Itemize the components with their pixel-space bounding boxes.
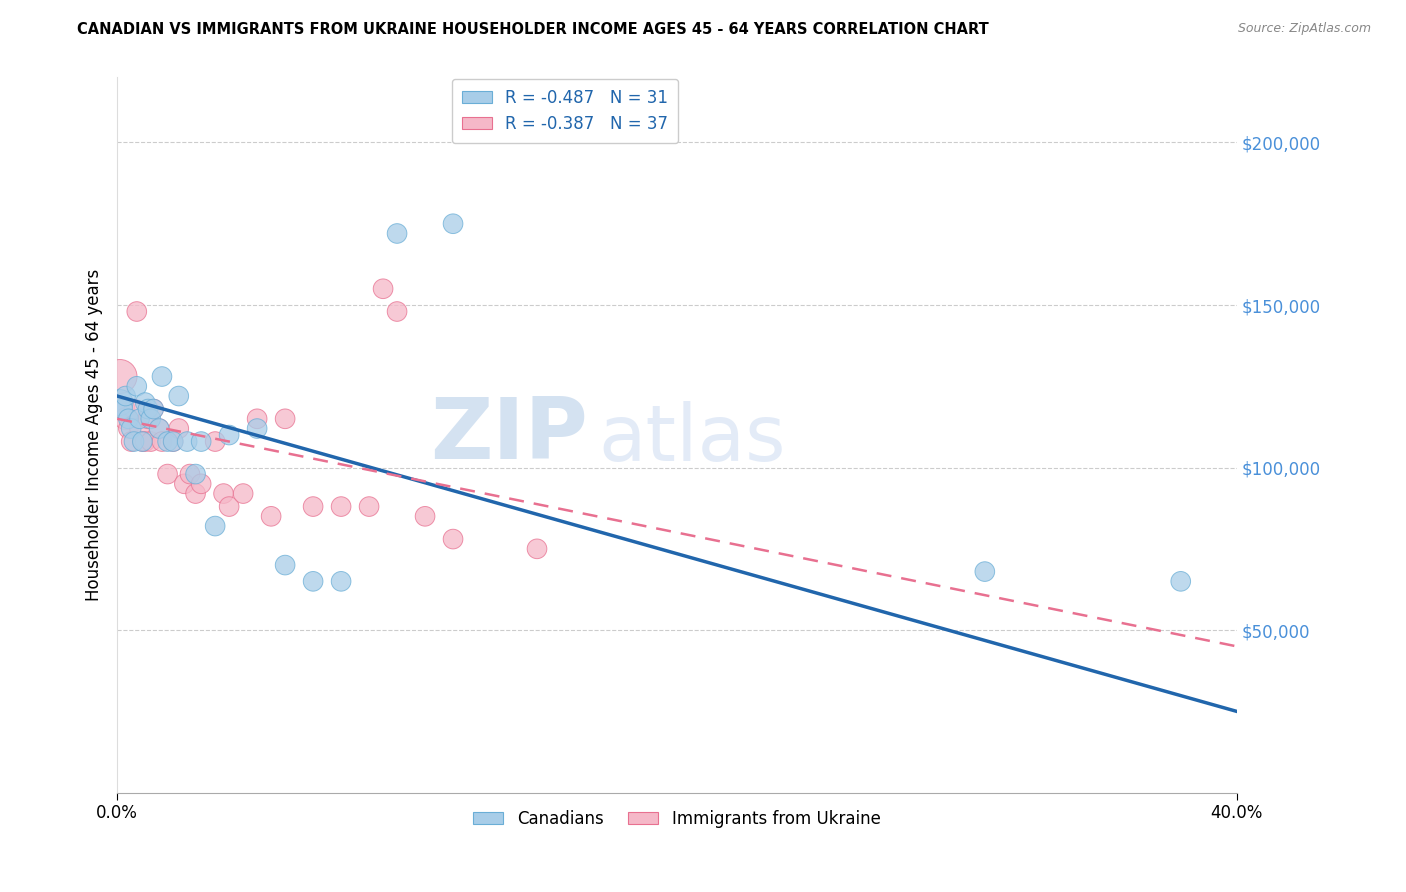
Point — [128, 411, 150, 425]
Point — [139, 434, 162, 449]
Point — [260, 509, 283, 524]
Point — [1170, 574, 1192, 589]
Point — [302, 500, 325, 514]
Point — [108, 395, 131, 409]
Point — [526, 541, 548, 556]
Point — [125, 304, 148, 318]
Point — [122, 402, 145, 417]
Text: CANADIAN VS IMMIGRANTS FROM UKRAINE HOUSEHOLDER INCOME AGES 45 - 64 YEARS CORREL: CANADIAN VS IMMIGRANTS FROM UKRAINE HOUS… — [77, 22, 988, 37]
Text: Source: ZipAtlas.com: Source: ZipAtlas.com — [1237, 22, 1371, 36]
Text: atlas: atlas — [599, 401, 786, 476]
Point — [128, 421, 150, 435]
Point — [114, 411, 136, 425]
Point — [204, 434, 226, 449]
Point — [190, 476, 212, 491]
Point — [385, 227, 408, 241]
Point — [167, 389, 190, 403]
Point — [162, 434, 184, 449]
Point — [371, 282, 394, 296]
Point — [274, 411, 297, 425]
Point — [134, 395, 156, 409]
Point — [111, 402, 134, 417]
Point — [131, 434, 153, 449]
Point — [204, 519, 226, 533]
Point — [131, 434, 153, 449]
Point — [973, 565, 995, 579]
Point — [117, 421, 139, 435]
Point — [413, 509, 436, 524]
Point — [136, 402, 159, 417]
Point — [162, 434, 184, 449]
Point — [117, 411, 139, 425]
Point — [142, 402, 165, 417]
Point — [150, 434, 173, 449]
Point — [385, 304, 408, 318]
Point — [302, 574, 325, 589]
Point — [122, 434, 145, 449]
Point — [120, 434, 142, 449]
Point — [441, 217, 464, 231]
Point — [246, 421, 269, 435]
Point — [136, 411, 159, 425]
Point — [148, 421, 170, 435]
Point — [125, 379, 148, 393]
Point — [176, 434, 198, 449]
Point — [120, 421, 142, 435]
Y-axis label: Householder Income Ages 45 - 64 years: Householder Income Ages 45 - 64 years — [86, 268, 103, 601]
Point — [218, 428, 240, 442]
Point — [184, 467, 207, 481]
Point — [179, 467, 201, 481]
Point — [173, 476, 195, 491]
Point — [167, 421, 190, 435]
Point — [330, 500, 353, 514]
Point — [114, 389, 136, 403]
Point — [134, 434, 156, 449]
Point — [150, 369, 173, 384]
Point — [139, 411, 162, 425]
Point — [156, 467, 179, 481]
Point — [142, 402, 165, 417]
Point — [359, 500, 381, 514]
Point — [274, 558, 297, 573]
Point — [111, 402, 134, 417]
Point — [108, 369, 131, 384]
Point — [441, 532, 464, 546]
Point — [246, 411, 269, 425]
Text: ZIP: ZIP — [430, 393, 588, 476]
Legend: Canadians, Immigrants from Ukraine: Canadians, Immigrants from Ukraine — [467, 803, 887, 834]
Point — [212, 486, 235, 500]
Point — [330, 574, 353, 589]
Point — [184, 486, 207, 500]
Point — [190, 434, 212, 449]
Point — [156, 434, 179, 449]
Point — [218, 500, 240, 514]
Point — [148, 421, 170, 435]
Point — [232, 486, 254, 500]
